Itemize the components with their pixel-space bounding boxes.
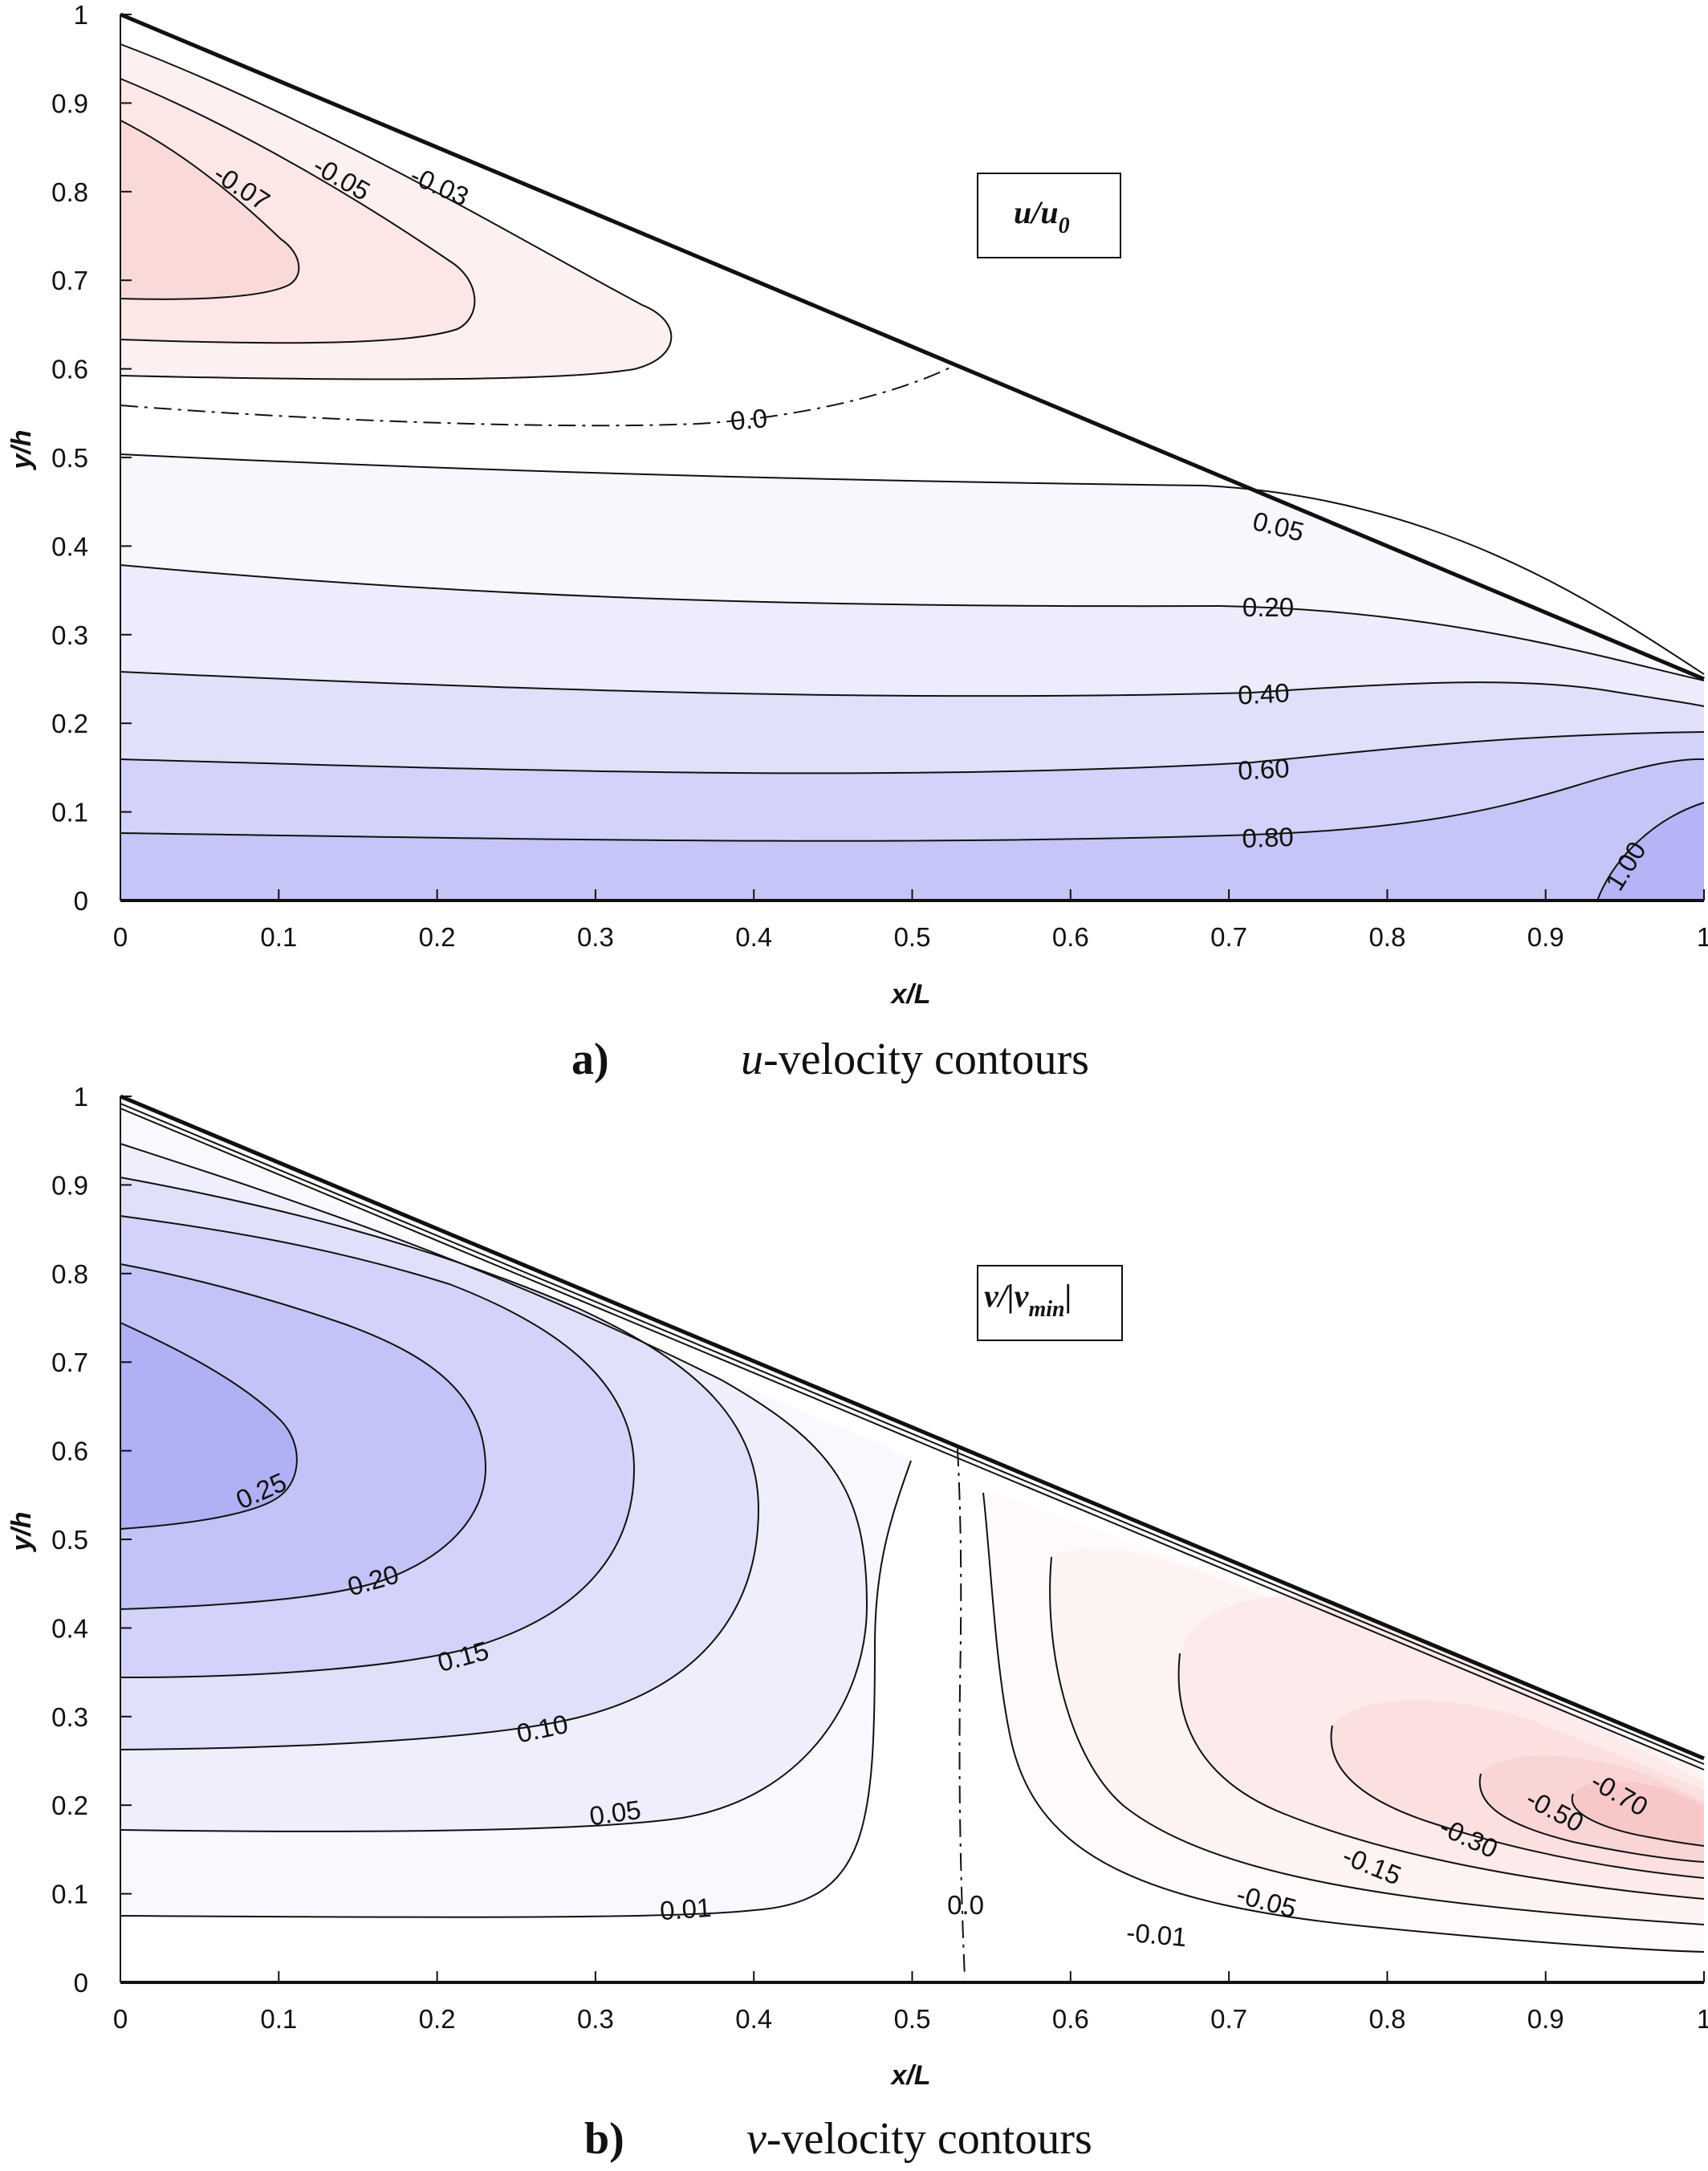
svg-text:u/u0: u/u0: [1014, 194, 1070, 238]
v-label-box-main: v/|v: [984, 1278, 1030, 1314]
x-tick-label: 1: [1697, 2004, 1708, 2034]
x-tick-label: 0.3: [577, 2004, 614, 2034]
u-y-tick-marks: [120, 14, 132, 901]
u-label-0.60: 0.60: [1237, 753, 1290, 785]
v-label-box: v/|vmin|: [977, 1265, 1123, 1341]
y-tick-label: 0.5: [51, 1525, 88, 1555]
u-top-wall: [120, 12, 1705, 681]
u-contour-lines: [120, 43, 1705, 901]
y-tick-label: 0.4: [51, 1613, 88, 1643]
x-tick-label: 0.8: [1368, 2004, 1405, 2034]
x-tick-label: 0.7: [1210, 922, 1247, 952]
y-tick-label: 0.7: [51, 1348, 88, 1377]
y-tick-label: 0: [74, 1968, 88, 1998]
v-x-axis-label: x/L: [889, 2060, 930, 2091]
u-caption-italic: u: [741, 1035, 763, 1084]
x-tick-label: 0.7: [1210, 2004, 1247, 2034]
v-y-axis-label: y/h: [6, 1511, 37, 1552]
x-tick-label: 0.5: [894, 922, 931, 952]
v-label-box-sub: min: [1028, 1297, 1064, 1322]
u-x-tick-marks: [120, 889, 1705, 901]
v-label-0.01: 0.01: [659, 1893, 713, 1925]
v-band-neg-0.70: [1572, 1781, 1704, 1846]
u-label-0.0: 0.0: [730, 403, 769, 436]
y-tick-label: 0.8: [51, 177, 88, 207]
y-tick-label: 1: [74, 1082, 88, 1112]
y-tick-label: 0.7: [51, 266, 88, 295]
x-tick-label: 0.6: [1052, 2004, 1089, 2034]
panel-a-u-velocity: -0.07 -0.05 -0.03 0.0 0.05 0.20 0.40 0.6…: [6, 0, 1708, 1084]
x-tick-label: 0: [113, 922, 128, 952]
u-label-box-sub: 0: [1059, 213, 1070, 238]
u-x-axis-label: x/L: [889, 979, 930, 1010]
y-tick-label: 0.4: [51, 531, 88, 561]
u-label-box: u/u0: [977, 173, 1121, 258]
u-label-box-main: u/u: [1014, 194, 1059, 230]
u-band-neg-0.07: [120, 120, 299, 299]
y-tick-label: 0.6: [51, 1437, 88, 1466]
u-panel-letter: a): [571, 1035, 609, 1084]
v-band-0.25: [120, 1323, 297, 1529]
v-caption-text: -velocity contours: [767, 2114, 1092, 2164]
y-tick-label: 0.8: [51, 1259, 88, 1289]
y-tick-label: 0.1: [51, 1880, 88, 1909]
x-tick-label: 0.2: [419, 2004, 456, 2034]
panel-b-v-velocity: 0.25 0.20 0.15 0.10 0.05 0.01 0.0 -0.01 …: [6, 1082, 1708, 2164]
svg-text:v/|vmin|: v/|vmin|: [984, 1278, 1072, 1322]
v-label-neg-0.01: -0.01: [1125, 1917, 1188, 1952]
y-tick-label: 0.2: [51, 709, 88, 738]
u-caption-text: -velocity contours: [763, 1035, 1089, 1084]
v-x-tick-labels: 0 0.1 0.2 0.3 0.4 0.5 0.6 0.7 0.8 0.9 1: [113, 2004, 1708, 2034]
v-contour-lines: [120, 1103, 1705, 1979]
y-tick-label: 0.3: [51, 620, 88, 650]
x-tick-label: 0.1: [260, 2004, 297, 2034]
y-tick-label: 0.3: [51, 1702, 88, 1732]
x-tick-label: 0.3: [577, 922, 614, 952]
u-y-axis-label: y/h: [6, 429, 37, 470]
v-contour-bands: [120, 1113, 1704, 1952]
y-tick-label: 0.1: [51, 798, 88, 827]
x-tick-label: 0.9: [1527, 2004, 1564, 2034]
x-tick-label: 0.2: [419, 922, 456, 952]
x-tick-label: 0.8: [1368, 922, 1405, 952]
u-label-0.80: 0.80: [1242, 822, 1294, 853]
y-tick-label: 1: [74, 0, 88, 30]
u-label-0.20: 0.20: [1242, 592, 1294, 622]
x-tick-label: 1: [1697, 922, 1708, 952]
v-x-tick-marks: [120, 1971, 1705, 1982]
v-top-wall: [120, 1094, 1705, 1761]
x-tick-label: 0: [113, 2004, 128, 2034]
x-tick-label: 0.4: [735, 922, 772, 952]
x-tick-label: 0.5: [894, 2004, 931, 2034]
y-tick-label: 0.5: [51, 443, 88, 473]
y-tick-label: 0: [74, 886, 88, 916]
x-tick-label: 0.9: [1527, 922, 1564, 952]
u-x-tick-labels: 0 0.1 0.2 0.3 0.4 0.5 0.6 0.7 0.8 0.9 1: [113, 922, 1708, 952]
x-tick-label: 0.4: [735, 2004, 772, 2034]
x-tick-label: 0.1: [260, 922, 297, 952]
u-y-tick-labels: 0 0.1 0.2 0.3 0.4 0.5 0.6 0.7 0.8 0.9 1: [51, 0, 88, 916]
v-band-0.20: [120, 1264, 486, 1609]
x-tick-label: 0.6: [1052, 922, 1089, 952]
v-label-box-end: |: [1065, 1278, 1072, 1314]
u-band-0.80: [120, 758, 1704, 901]
v-y-tick-marks: [120, 1096, 132, 1983]
v-y-tick-labels: 0 0.1 0.2 0.3 0.4 0.5 0.6 0.7 0.8 0.9 1: [51, 1082, 88, 1998]
u-label-0.40: 0.40: [1237, 677, 1290, 709]
y-tick-label: 0.6: [51, 355, 88, 384]
v-panel-letter: b): [584, 2114, 624, 2164]
y-tick-label: 0.2: [51, 1791, 88, 1820]
y-tick-label: 0.9: [51, 88, 88, 118]
v-label-0.05: 0.05: [588, 1795, 643, 1832]
v-label-0.0: 0.0: [947, 1890, 984, 1920]
y-tick-label: 0.9: [51, 1170, 88, 1200]
u-band-1.00: [1597, 803, 1704, 901]
v-caption-italic: v: [746, 2114, 767, 2164]
u-contour-bands: [120, 44, 1704, 901]
svg-text:u-velocity contours: u-velocity contours: [741, 1035, 1089, 1084]
svg-text:v-velocity contours: v-velocity contours: [746, 2114, 1092, 2164]
